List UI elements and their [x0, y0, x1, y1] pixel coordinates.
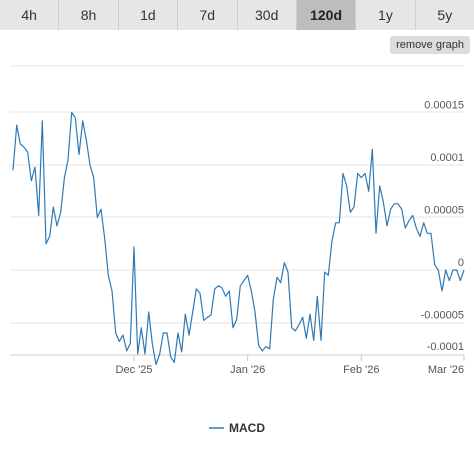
x-tick-label: Jan '26 — [230, 364, 265, 376]
y-tick-label: 0.0001 — [430, 152, 464, 164]
tab-30d[interactable]: 30d — [237, 0, 297, 30]
tab-8h[interactable]: 8h — [59, 0, 119, 30]
time-range-tabs: 4h 8h 1d 7d 30d 120d 1y 5y — [0, 0, 474, 30]
x-tick-label: Mar '26 — [428, 364, 464, 376]
y-tick-label: 0 — [458, 257, 464, 269]
tab-7d[interactable]: 7d — [178, 0, 238, 30]
legend[interactable]: MACD — [209, 421, 265, 435]
y-tick-label: -0.0001 — [427, 341, 464, 353]
y-tick-label: -0.00005 — [421, 310, 464, 322]
legend-label: MACD — [229, 421, 265, 435]
tab-5y[interactable]: 5y — [415, 0, 474, 30]
series-group — [12, 111, 465, 366]
series-line-macd — [12, 111, 465, 366]
y-tick-label: 0.00015 — [424, 100, 464, 112]
y-tick-label: 0.00005 — [424, 205, 464, 217]
tab-4h[interactable]: 4h — [0, 0, 60, 30]
x-tick-label: Dec '25 — [116, 364, 153, 376]
grid-lines — [10, 65, 464, 324]
tab-120d[interactable]: 120d — [296, 0, 357, 30]
tab-1d[interactable]: 1d — [118, 0, 179, 30]
x-axis-ticks: Dec '25 Jan '26 Feb '26 Mar '26 — [116, 355, 465, 376]
tab-1y[interactable]: 1y — [356, 0, 416, 30]
x-tick-label: Feb '26 — [343, 364, 379, 376]
remove-graph-button[interactable]: remove graph — [390, 36, 470, 54]
y-axis-ticks: 0.00015 0.0001 0.00005 0 -0.00005 -0.0001 — [421, 100, 464, 354]
